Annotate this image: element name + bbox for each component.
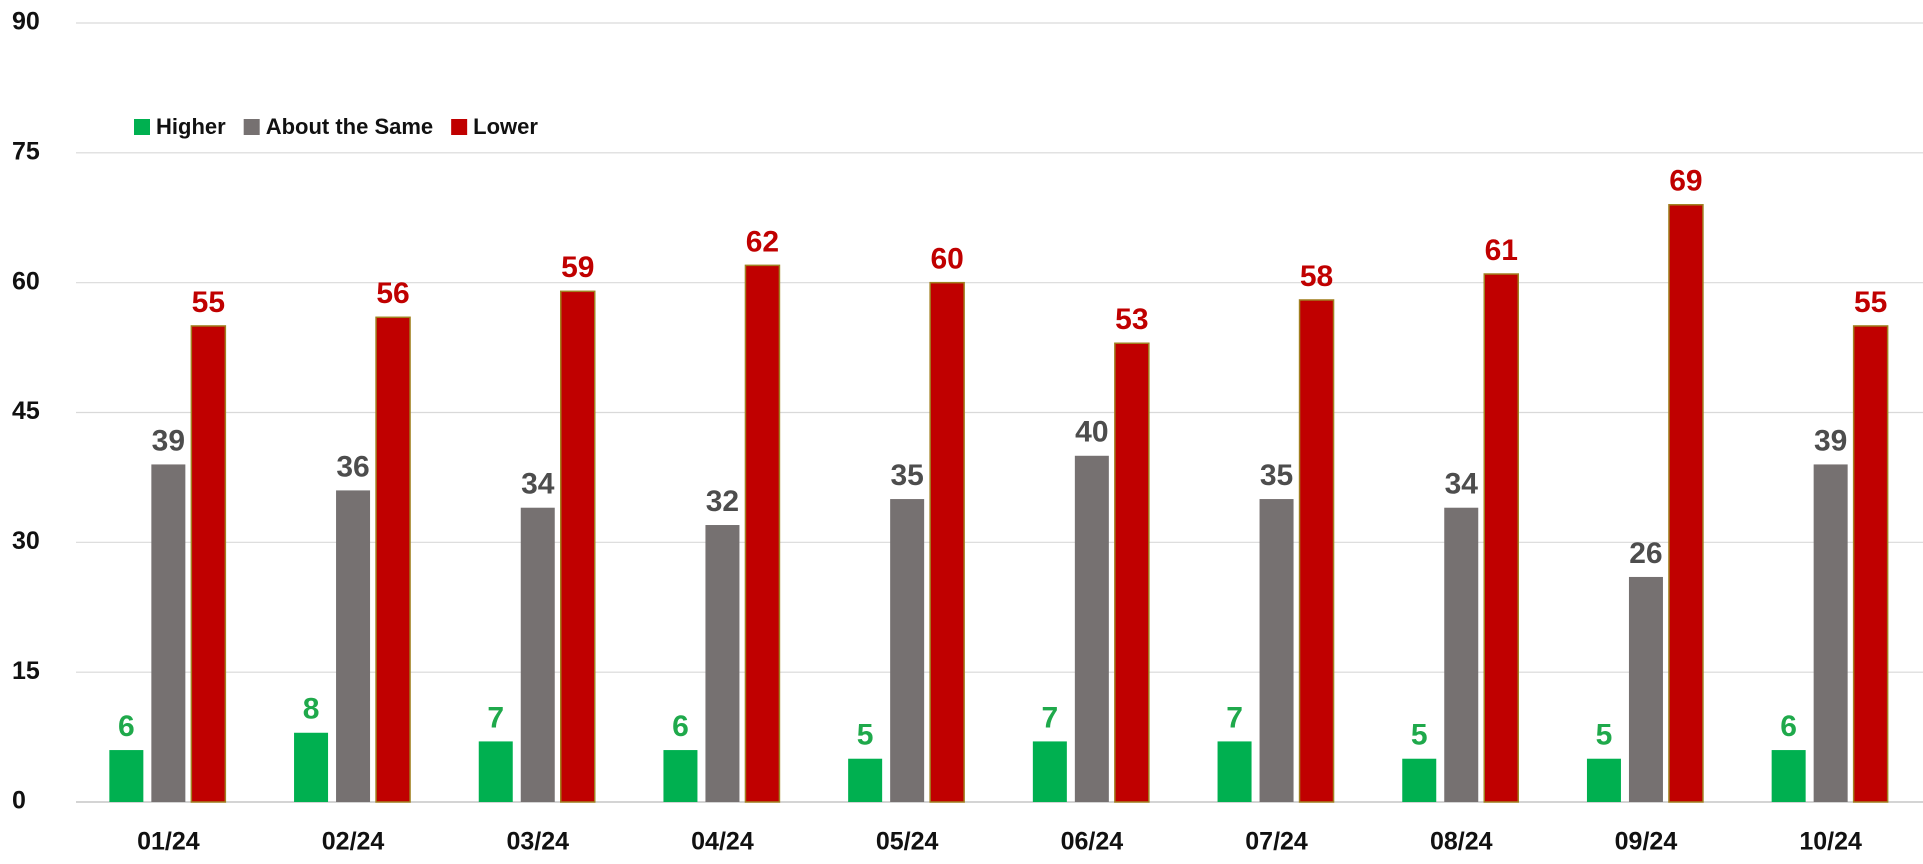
bar <box>294 732 329 802</box>
data-label: 53 <box>1115 303 1148 336</box>
data-label: 34 <box>1445 468 1479 501</box>
y-tick-label: 45 <box>12 397 40 425</box>
data-label: 34 <box>521 468 555 501</box>
data-label: 6 <box>1780 710 1797 743</box>
x-tick-label: 09/24 <box>1615 828 1678 856</box>
data-label: 59 <box>561 251 594 284</box>
y-tick-label: 60 <box>12 267 40 295</box>
bar <box>1259 499 1294 802</box>
y-tick-label: 0 <box>12 787 26 815</box>
legend-label: About the Same <box>266 114 433 139</box>
data-label: 6 <box>118 710 135 743</box>
legend-swatch <box>243 119 260 135</box>
bar <box>109 750 144 802</box>
bar <box>663 750 698 802</box>
bar <box>848 758 883 802</box>
data-label: 40 <box>1075 416 1108 449</box>
bar <box>1217 741 1252 802</box>
bar <box>929 281 965 803</box>
x-tick-label: 10/24 <box>1799 828 1862 856</box>
x-tick-label: 05/24 <box>876 828 939 856</box>
y-tick-label: 90 <box>12 8 40 36</box>
data-label: 39 <box>152 424 185 457</box>
data-label: 35 <box>1260 459 1293 492</box>
bar <box>1483 273 1519 803</box>
bar <box>1032 741 1067 802</box>
legend-swatch <box>134 119 150 135</box>
data-label: 5 <box>1596 719 1613 752</box>
x-tick-label: 06/24 <box>1061 828 1124 856</box>
bar <box>1444 507 1479 802</box>
data-label: 69 <box>1669 165 1702 198</box>
data-label: 35 <box>890 459 923 492</box>
data-label: 7 <box>1226 701 1243 734</box>
bar <box>151 464 186 802</box>
data-label: 6 <box>672 710 689 743</box>
bar <box>1402 758 1437 802</box>
data-label: 32 <box>706 485 739 518</box>
x-tick-label: 01/24 <box>137 828 200 856</box>
data-label: 7 <box>487 701 504 734</box>
data-label: 58 <box>1300 260 1333 293</box>
bar <box>890 499 925 802</box>
data-label: 56 <box>376 277 409 310</box>
data-label: 39 <box>1814 424 1847 457</box>
bar <box>1074 455 1109 802</box>
legend-label: Lower <box>473 114 538 139</box>
data-label: 5 <box>857 719 874 752</box>
x-tick-label: 03/24 <box>506 828 569 856</box>
data-label: 8 <box>303 693 320 726</box>
bar <box>705 525 740 802</box>
bar <box>1628 576 1663 802</box>
bar <box>375 316 411 803</box>
bar <box>478 741 513 802</box>
data-label: 61 <box>1485 234 1518 267</box>
bar <box>190 325 227 803</box>
x-tick-label: 07/24 <box>1245 828 1308 856</box>
legend-swatch <box>451 119 468 135</box>
data-label: 55 <box>1854 286 1887 319</box>
bar <box>1114 342 1150 803</box>
data-label: 60 <box>930 243 963 276</box>
bar <box>1771 750 1806 802</box>
bar <box>1298 299 1335 803</box>
bar <box>1813 464 1848 802</box>
y-tick-label: 15 <box>12 657 40 685</box>
bar <box>560 290 596 803</box>
bar <box>744 264 781 803</box>
legend-label: Higher <box>156 114 226 139</box>
y-tick-label: 75 <box>12 137 40 165</box>
y-tick-label: 30 <box>12 527 40 555</box>
data-label: 26 <box>1629 537 1662 570</box>
data-label: 36 <box>336 450 369 483</box>
bar <box>1668 204 1704 803</box>
bar <box>1852 325 1889 803</box>
data-label: 62 <box>746 225 779 258</box>
bar <box>1586 758 1621 802</box>
x-tick-label: 08/24 <box>1430 828 1493 856</box>
bar <box>336 490 371 802</box>
data-label: 55 <box>192 286 225 319</box>
x-tick-label: 02/24 <box>322 828 385 856</box>
x-tick-label: 04/24 <box>691 828 754 856</box>
data-label: 7 <box>1042 701 1059 734</box>
bar <box>520 507 555 802</box>
data-label: 5 <box>1411 719 1428 752</box>
